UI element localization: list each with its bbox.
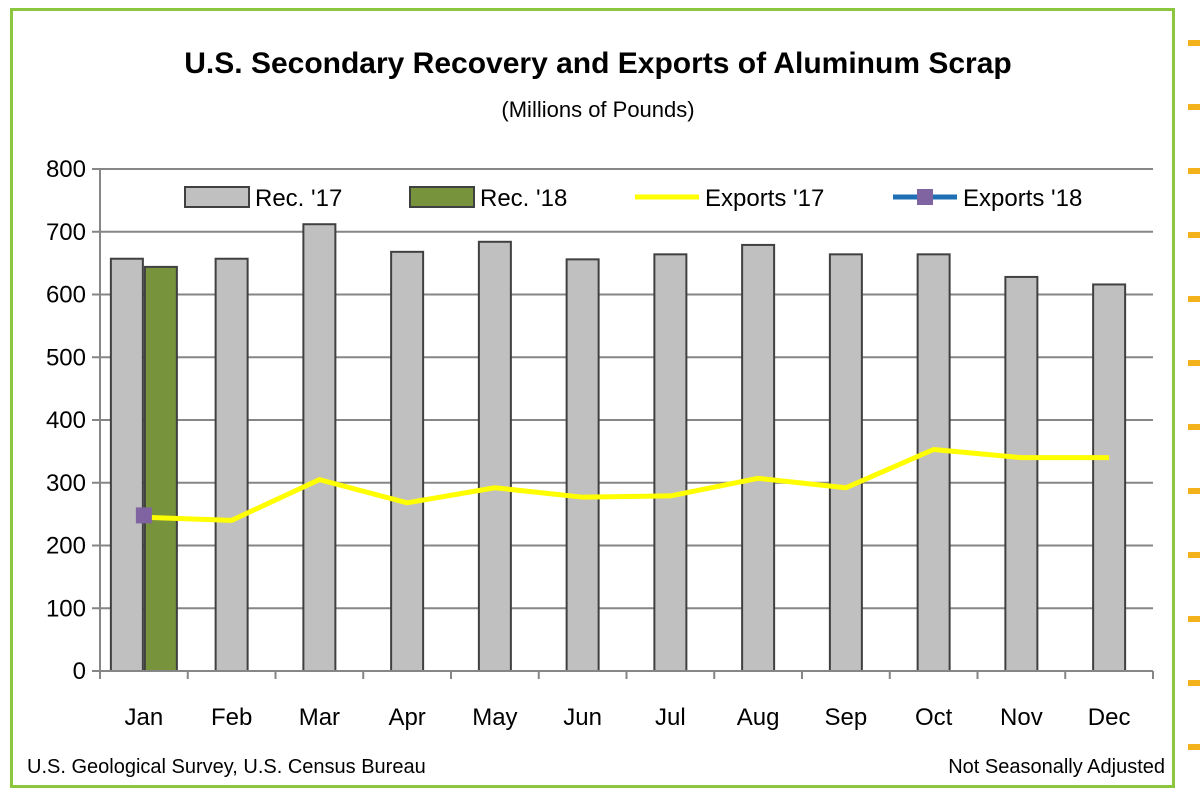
legend-label-exports-18: Exports '18 [963, 185, 1082, 212]
x-tick-label-oct: Oct [915, 704, 953, 731]
chart-title: U.S. Secondary Recovery and Exports of A… [184, 47, 1011, 80]
bars [109, 223, 1127, 673]
y-tick-label-500: 500 [46, 344, 86, 371]
bar-rec-17-aug [741, 243, 776, 673]
y-tick-label-100: 100 [46, 595, 86, 622]
point-exports-18-jan [135, 507, 152, 524]
bar-rec-17-dec [1092, 283, 1127, 672]
x-tick-label-feb: Feb [211, 704, 252, 731]
y-tick-label-0: 0 [73, 658, 86, 685]
x-tick-label-may: May [472, 704, 517, 731]
bar-rec-17-may [477, 240, 512, 672]
bar-rec-17-sep [828, 253, 863, 672]
legend-marker-exports-18 [917, 189, 933, 205]
y-axis-ticks: 0 100 200 300 400 500 600 700 800 [46, 156, 100, 685]
legend-label-exports-17: Exports '17 [705, 185, 824, 212]
adjustment-note: Not Seasonally Adjusted [948, 756, 1165, 778]
x-tick-label-aug: Aug [737, 704, 780, 731]
y-tick-label-200: 200 [46, 533, 86, 560]
x-tick-label-apr: Apr [388, 704, 425, 731]
x-tick-label-jan: Jan [125, 704, 164, 731]
bar-rec-18-jan [143, 265, 178, 672]
bar-rec-17-jan [109, 257, 144, 672]
x-tick-label-nov: Nov [1000, 704, 1043, 731]
y-tick-label-800: 800 [46, 156, 86, 183]
x-tick-label-dec: Dec [1088, 704, 1131, 731]
x-tick-label-jun: Jun [563, 704, 602, 731]
chart-svg: U.S. Secondary Recovery and Exports of A… [27, 47, 1165, 778]
bar-rec-17-apr [390, 250, 425, 673]
edge-accent-strip [1188, 0, 1200, 800]
chart-frame: U.S. Secondary Recovery and Exports of A… [10, 8, 1175, 788]
x-tick-label-jul: Jul [655, 704, 686, 731]
chart-subtitle: (Millions of Pounds) [501, 97, 694, 122]
legend-label-rec-18: Rec. '18 [480, 185, 567, 212]
legend-swatch-rec-18 [409, 186, 475, 208]
bar-rec-17-nov [1004, 275, 1039, 672]
legend: Rec. '17 Rec. '18 Exports '17 Exports '18 [184, 185, 1082, 212]
grid-lines [100, 168, 1153, 610]
line-exports-17 [143, 446, 1110, 523]
x-axis-ticks: Jan Feb Mar Apr May Jun Jul Aug Sep Oct Nov Dec [125, 704, 1131, 731]
source-note: U.S. Geological Survey, U.S. Census Bure… [27, 756, 426, 778]
x-tick-label-sep: Sep [825, 704, 868, 731]
bar-rec-17-jul [653, 253, 688, 672]
bar-rec-17-feb [214, 257, 249, 672]
legend-label-rec-17: Rec. '17 [255, 185, 342, 212]
bar-rec-17-mar [302, 223, 337, 672]
y-tick-label-600: 600 [46, 282, 86, 309]
axes [99, 169, 1154, 679]
y-tick-label-700: 700 [46, 219, 86, 246]
x-tick-label-mar: Mar [299, 704, 340, 731]
y-tick-label-400: 400 [46, 407, 86, 434]
y-tick-label-300: 300 [46, 470, 86, 497]
legend-swatch-rec-17 [184, 186, 250, 208]
bar-rec-17-oct [916, 253, 951, 672]
bar-rec-17-jun [565, 258, 600, 673]
lines [135, 446, 1110, 524]
